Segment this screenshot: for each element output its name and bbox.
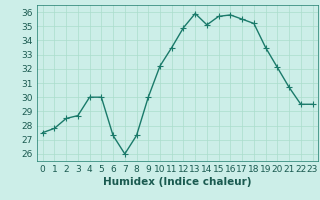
X-axis label: Humidex (Indice chaleur): Humidex (Indice chaleur) [103, 177, 252, 187]
